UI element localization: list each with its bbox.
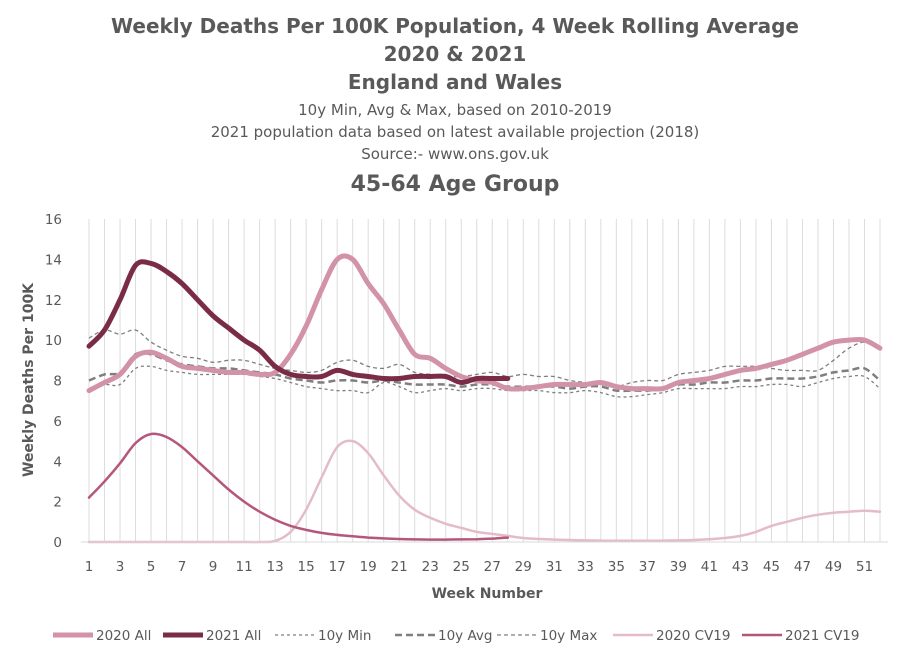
x-axis-ticks: 1 3 5 7 9 11 13 15 17 19 21 23 25 27 29 31 33 35 37 39 41 43 4… [85, 559, 873, 575]
x-tick-label: 15 [298, 559, 315, 575]
chart-title: Weekly Deaths Per 100K Population, 4 Wee… [111, 14, 799, 38]
y-tick-label: 6 [53, 414, 62, 430]
y-tick-label: 2 [53, 495, 62, 511]
x-tick-label: 13 [267, 559, 284, 575]
x-tick-label: 41 [701, 559, 718, 575]
x-tick-label: 27 [484, 559, 501, 575]
y-tick-label: 10 [45, 333, 62, 349]
x-tick-label: 47 [794, 559, 811, 575]
x-tick-label: 11 [236, 559, 253, 575]
legend-label: 10y Max [540, 628, 597, 644]
x-tick-label: 5 [147, 559, 156, 575]
y-axis-ticks: 0 2 4 6 8 10 12 14 16 [45, 212, 62, 551]
legend-label: 2020 All [96, 628, 151, 644]
series-line-2020-all [86, 253, 883, 394]
x-tick-label: 33 [577, 559, 594, 575]
chart-subtitle-source: Source:- www.ons.gov.uk [361, 145, 549, 163]
chart-age-group-title: 45-64 Age Group [351, 172, 560, 197]
x-tick-label: 25 [453, 559, 470, 575]
x-tick-label: 51 [856, 559, 873, 575]
chart-subtitle-baseline: 10y Min, Avg & Max, based on 2010-2019 [298, 101, 612, 119]
series-line-10y-max [88, 329, 881, 388]
x-tick-label: 19 [360, 559, 377, 575]
x-tick-label: 21 [391, 559, 408, 575]
series-lines [86, 253, 883, 544]
y-tick-label: 12 [45, 293, 62, 309]
y-tick-label: 0 [53, 535, 62, 551]
x-tick-label: 37 [639, 559, 656, 575]
legend-label: 2020 CV19 [656, 628, 731, 644]
series-line-2021-cv19 [87, 432, 510, 541]
x-tick-label: 3 [116, 559, 125, 575]
legend-label: 10y Min [318, 628, 371, 644]
y-axis-label: Weekly Deaths Per 100K [21, 282, 37, 477]
legend-label: 2021 CV19 [785, 628, 860, 644]
chart-subtitle-population: 2021 population data based on latest ava… [211, 123, 700, 141]
series-line-10y-min [88, 365, 881, 398]
legend-label: 10y Avg [438, 628, 492, 644]
x-tick-label: 7 [178, 559, 187, 575]
y-tick-label: 8 [53, 374, 62, 390]
x-tick-label: 35 [608, 559, 625, 575]
y-tick-label: 14 [45, 252, 62, 268]
x-tick-label: 9 [209, 559, 218, 575]
x-tick-label: 17 [329, 559, 346, 575]
x-tick-label: 1 [85, 559, 94, 575]
plot-area [81, 219, 888, 544]
series-line-2020-cv19 [87, 439, 882, 544]
x-tick-label: 31 [546, 559, 563, 575]
x-tick-label: 39 [670, 559, 687, 575]
legend-label: 2021 All [206, 628, 261, 644]
x-tick-label: 29 [515, 559, 532, 575]
series-line-10y-avg [88, 351, 881, 393]
series-line-2021-all [86, 259, 511, 386]
y-tick-label: 16 [45, 212, 62, 228]
x-tick-label: 45 [763, 559, 780, 575]
y-tick-label: 4 [53, 454, 62, 470]
chart-title-region: England and Wales [348, 70, 562, 94]
x-tick-label: 43 [732, 559, 749, 575]
chart-title-years: 2020 & 2021 [384, 42, 527, 66]
x-axis-label: Week Number [432, 586, 543, 602]
x-tick-label: 49 [825, 559, 842, 575]
legend: 2020 All 2021 All 10y Min 10y Avg 10y Max 202… [53, 628, 860, 644]
x-tick-label: 23 [422, 559, 439, 575]
